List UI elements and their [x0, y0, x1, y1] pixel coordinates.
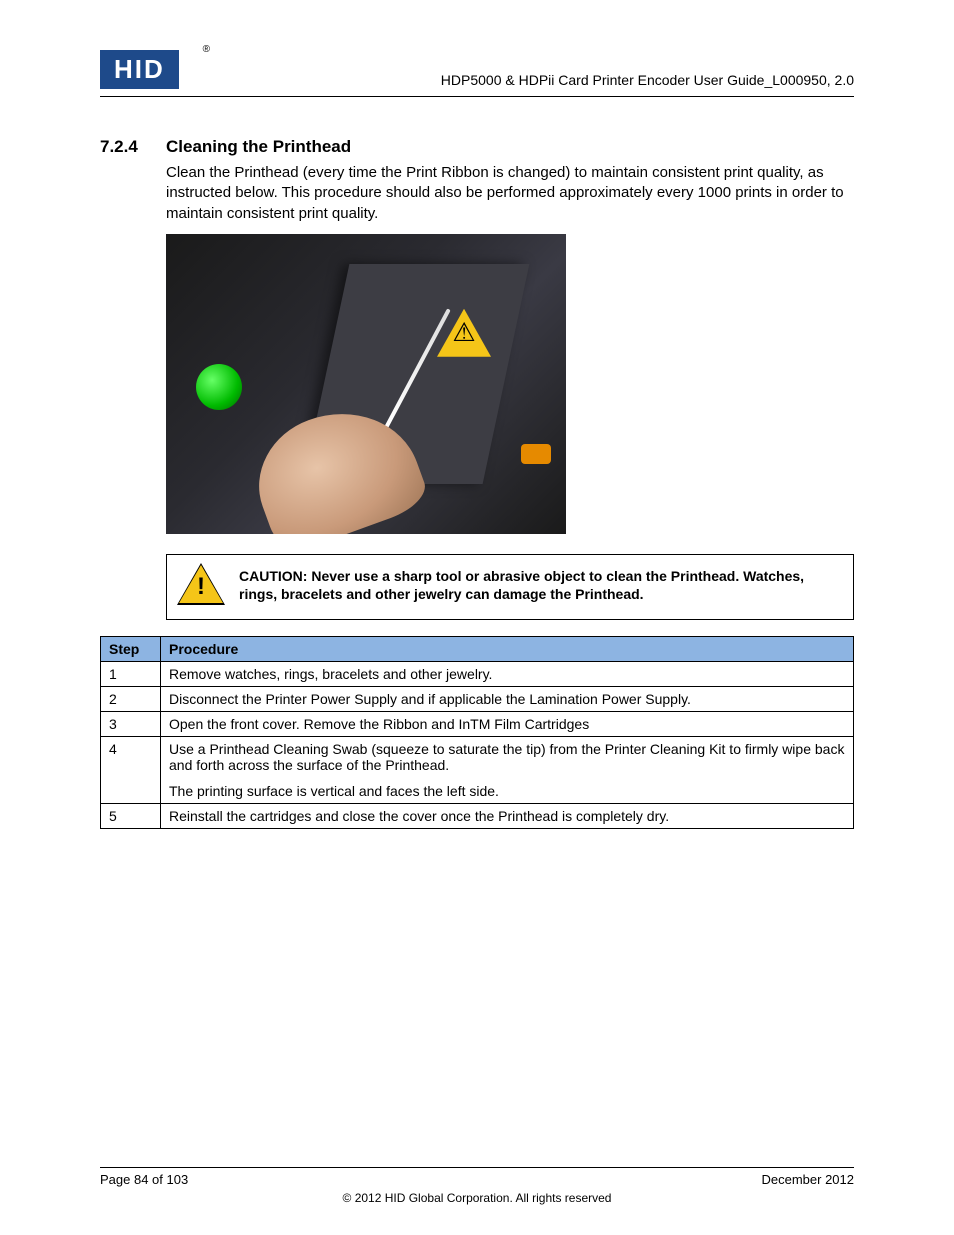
step-cell: 5 — [101, 803, 161, 828]
document-title: HDP5000 & HDPii Card Printer Encoder Use… — [441, 72, 854, 88]
footer-date: December 2012 — [762, 1172, 855, 1187]
caution-body: Never use a sharp tool or abrasive objec… — [239, 568, 804, 602]
logo-text: HID — [100, 50, 179, 89]
page-header: HID ® HDP5000 & HDPii Card Printer Encod… — [100, 50, 854, 97]
caution-box: ! CAUTION: Never use a sharp tool or abr… — [166, 554, 854, 620]
caution-icon: ! — [179, 565, 223, 605]
section-number: 7.2.4 — [100, 137, 148, 157]
table-row: 5 Reinstall the cartridges and close the… — [101, 803, 854, 828]
proc-text: Use a Printhead Cleaning Swab (squeeze t… — [169, 741, 845, 773]
proc-cell: Reinstall the cartridges and close the c… — [161, 803, 854, 828]
caution-label: CAUTION: — [239, 568, 307, 584]
table-header-row: Step Procedure — [101, 636, 854, 661]
brand-logo: HID ® — [100, 50, 200, 88]
table-row: 2 Disconnect the Printer Power Supply an… — [101, 686, 854, 711]
step-cell: 4 — [101, 736, 161, 803]
proc-extra: The printing surface is vertical and fac… — [169, 783, 845, 799]
step-cell: 1 — [101, 661, 161, 686]
col-step: Step — [101, 636, 161, 661]
section-title: Cleaning the Printhead — [166, 137, 351, 157]
procedure-table: Step Procedure 1 Remove watches, rings, … — [100, 636, 854, 829]
proc-cell: Disconnect the Printer Power Supply and … — [161, 686, 854, 711]
proc-cell: Open the front cover. Remove the Ribbon … — [161, 711, 854, 736]
step-cell: 2 — [101, 686, 161, 711]
footer-copyright: © 2012 HID Global Corporation. All right… — [100, 1191, 854, 1205]
section-heading: 7.2.4 Cleaning the Printhead — [100, 137, 854, 157]
registered-mark: ® — [203, 44, 210, 55]
printhead-cleaning-photo — [166, 234, 566, 534]
col-procedure: Procedure — [161, 636, 854, 661]
proc-cell: Remove watches, rings, bracelets and oth… — [161, 661, 854, 686]
page-footer: Page 84 of 103 December 2012 © 2012 HID … — [100, 1167, 854, 1205]
caution-text: CAUTION: Never use a sharp tool or abras… — [239, 567, 833, 603]
section-body: Clean the Printhead (every time the Prin… — [166, 163, 854, 224]
table-row: 3 Open the front cover. Remove the Ribbo… — [101, 711, 854, 736]
step-cell: 3 — [101, 711, 161, 736]
table-row: 1 Remove watches, rings, bracelets and o… — [101, 661, 854, 686]
table-row: 4 Use a Printhead Cleaning Swab (squeeze… — [101, 736, 854, 803]
proc-cell: Use a Printhead Cleaning Swab (squeeze t… — [161, 736, 854, 803]
footer-page: Page 84 of 103 — [100, 1172, 188, 1187]
